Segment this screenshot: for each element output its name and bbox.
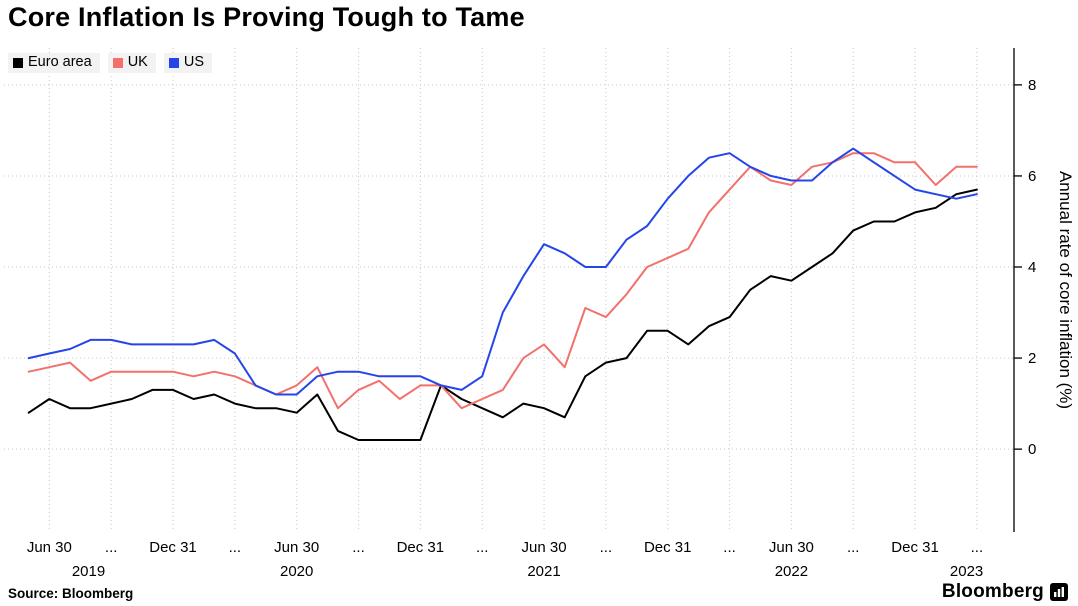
legend-item-us: US <box>163 53 212 73</box>
source-credit: Source: Bloomberg <box>8 586 134 601</box>
y-tick-label: 8 <box>1028 77 1036 94</box>
x-tick-label: ... <box>476 539 489 556</box>
x-tick-label: ... <box>600 539 613 556</box>
x-tick-label: ... <box>723 539 736 556</box>
x-tick-label: Jun 30 <box>274 539 319 556</box>
x-tick-label: ... <box>971 539 984 556</box>
chart-title: Core Inflation Is Proving Tough to Tame <box>8 2 525 32</box>
chart-legend: Euro area UK US <box>8 53 212 73</box>
x-year-label: 2020 <box>280 563 313 580</box>
legend-swatch <box>112 57 123 68</box>
legend-label: Euro area <box>28 54 92 70</box>
x-tick-label: ... <box>847 539 860 556</box>
x-year-label: 2021 <box>527 563 560 580</box>
legend-swatch <box>13 57 23 68</box>
x-tick-label: Dec 31 <box>149 539 197 556</box>
inflation-line-chart: 0 2 4 6 8 Annual rate of core inflation (%) Ju… <box>4 48 1075 580</box>
legend-item-uk: UK <box>107 53 156 73</box>
bloomberg-logo-icon <box>1050 583 1068 601</box>
bloomberg-brand: Bloomberg <box>942 581 1068 603</box>
series-line-us <box>27 147 978 396</box>
x-tick-label: ... <box>105 539 118 556</box>
y-axis-title: Annual rate of core inflation (%) <box>1056 171 1075 409</box>
x-tick-label: Jun 30 <box>769 539 814 556</box>
series-line-euro-area <box>27 188 978 441</box>
y-tick-label: 2 <box>1028 350 1036 367</box>
x-tick-label: Dec 31 <box>397 539 445 556</box>
x-year-label: 2019 <box>72 563 105 580</box>
y-tick-label: 0 <box>1028 441 1036 458</box>
series-line-uk <box>27 152 978 410</box>
legend-swatch <box>168 57 179 68</box>
x-year-label: 2022 <box>775 563 808 580</box>
x-tick-label: ... <box>352 539 365 556</box>
x-tick-label: Jun 30 <box>522 539 567 556</box>
x-tick-label: Dec 31 <box>644 539 692 556</box>
legend-label: UK <box>127 54 148 70</box>
x-tick-label: Jun 30 <box>27 539 72 556</box>
y-tick-label: 4 <box>1028 259 1036 276</box>
x-tick-label: Dec 31 <box>891 539 939 556</box>
bloomberg-wordmark: Bloomberg <box>941 581 1044 602</box>
x-tick-label: ... <box>229 539 242 556</box>
y-tick-label: 6 <box>1028 168 1036 185</box>
x-year-label: 2023 <box>950 563 983 580</box>
legend-item-euro-area: Euro area <box>8 53 100 73</box>
legend-label: US <box>183 54 204 70</box>
